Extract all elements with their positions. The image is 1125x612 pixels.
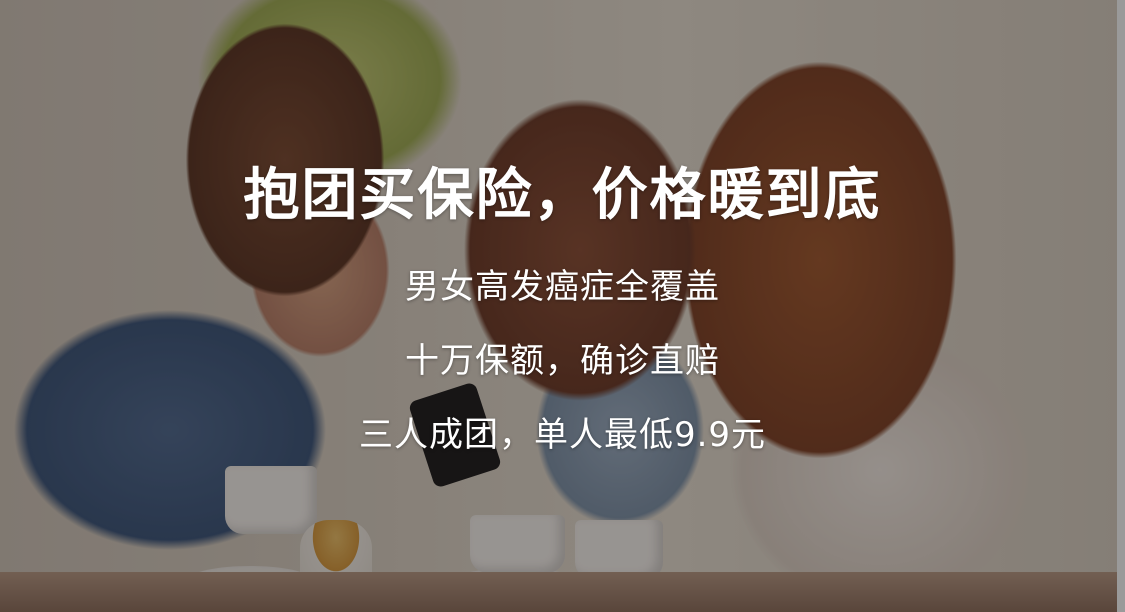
banner-headline: 抱团买保险，价格暖到底 bbox=[243, 163, 882, 228]
right-edge-bar bbox=[1117, 0, 1125, 612]
cafe-table bbox=[0, 572, 1125, 612]
benefit-line-cancer-coverage: 男女高发癌症全覆盖 bbox=[405, 267, 720, 307]
benefit-line-coverage-amount: 十万保额，确诊直赔 bbox=[405, 341, 720, 381]
coffee-cup-right bbox=[575, 520, 663, 580]
coffee-cup-left bbox=[225, 466, 317, 534]
coffee-cup-middle bbox=[470, 515, 565, 573]
benefit-line-group-price: 三人成团，单人最低9.9元 bbox=[358, 415, 767, 455]
